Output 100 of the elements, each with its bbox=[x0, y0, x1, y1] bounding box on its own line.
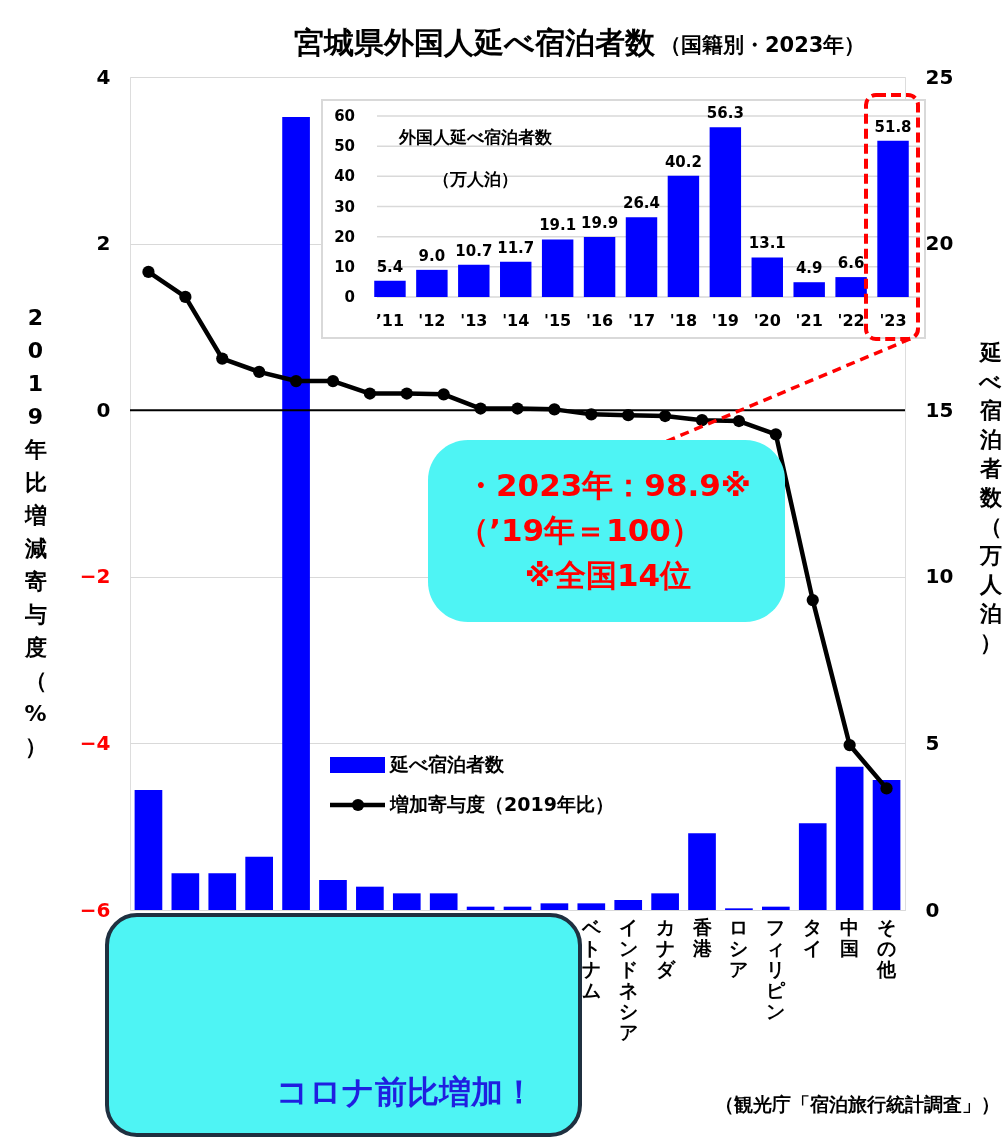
data-label: 11.7 bbox=[497, 238, 535, 257]
x-tick-label: フィリピン bbox=[766, 915, 787, 1022]
legend-label: 延べ宿泊者数 bbox=[388, 753, 505, 775]
text: 延べ宿泊者数（万人泊） bbox=[979, 339, 1002, 655]
bar bbox=[374, 280, 406, 297]
bar bbox=[835, 766, 864, 910]
x-tick-label: '15 bbox=[544, 311, 572, 330]
point bbox=[363, 387, 376, 400]
y-tick-label: 40 bbox=[334, 167, 355, 186]
bar bbox=[416, 269, 448, 297]
x-tick-label: タイ bbox=[803, 915, 823, 959]
chart-title: 宮城県外国人延べ宿泊者数 bbox=[294, 25, 656, 60]
x-tick-label: '17 bbox=[627, 311, 656, 330]
data-label: 5.4 bbox=[376, 257, 404, 276]
bar bbox=[877, 140, 909, 297]
point bbox=[585, 408, 598, 421]
bar bbox=[651, 893, 679, 910]
point bbox=[474, 402, 487, 415]
data-label: 40.2 bbox=[664, 152, 702, 171]
y2-tick-label: 15 bbox=[925, 397, 954, 422]
point bbox=[622, 409, 635, 422]
x-tick-label: '12 bbox=[418, 311, 446, 330]
text: 外国人延べ宿泊者数 bbox=[397, 127, 553, 147]
data-label: 26.4 bbox=[622, 194, 661, 213]
data-label: 56.3 bbox=[706, 104, 744, 123]
bar bbox=[458, 264, 490, 297]
bar bbox=[798, 823, 827, 910]
data-label: 19.9 bbox=[581, 213, 619, 232]
x-tick-label: インドネシア bbox=[618, 915, 638, 1043]
bar bbox=[688, 833, 716, 910]
y-tick-label: 0 bbox=[96, 397, 111, 422]
point bbox=[548, 403, 561, 416]
point bbox=[880, 782, 893, 795]
point bbox=[289, 374, 303, 388]
y2-tick-label: 10 bbox=[925, 564, 954, 589]
data-label: 6.6 bbox=[837, 254, 865, 273]
y2-tick-label: 20 bbox=[925, 231, 954, 256]
x-tick-label: ベトナム bbox=[580, 915, 602, 1001]
y-tick-label: 50 bbox=[334, 137, 355, 156]
point bbox=[695, 414, 709, 427]
x-tick-label: '14 bbox=[502, 311, 530, 330]
x-tick-label: '20 bbox=[753, 311, 781, 330]
y-tick-label: 4 bbox=[96, 64, 111, 89]
bar bbox=[540, 903, 569, 910]
x-tick-label: その他 bbox=[876, 915, 898, 980]
y-tick-label: −6 bbox=[79, 897, 111, 922]
bar bbox=[761, 906, 790, 910]
text: 2019年比増減寄与度（%） bbox=[24, 304, 47, 759]
bar bbox=[541, 239, 574, 297]
text: （万人泊） bbox=[432, 169, 518, 189]
y-tick-label: −4 bbox=[79, 730, 111, 755]
point bbox=[253, 365, 266, 378]
y-tick-label: 10 bbox=[334, 257, 355, 276]
x-tick-label: ’11 bbox=[375, 311, 405, 330]
bar bbox=[356, 886, 384, 910]
bar bbox=[709, 127, 742, 297]
y2-tick-label: 25 bbox=[925, 64, 954, 89]
bar bbox=[429, 893, 458, 910]
point bbox=[179, 290, 192, 304]
bar bbox=[625, 217, 658, 297]
bar bbox=[392, 893, 421, 910]
x-tick-label: '23 bbox=[879, 311, 907, 330]
bar bbox=[751, 257, 783, 297]
legend-label: 増加寄与度（2019年比） bbox=[389, 793, 614, 815]
x-tick-label: 中国 bbox=[840, 915, 860, 959]
x-tick-label: '22 bbox=[837, 311, 865, 330]
point bbox=[769, 428, 782, 441]
bar bbox=[793, 282, 825, 297]
annotation: （’19年＝100） bbox=[458, 512, 702, 548]
data-label: 13.1 bbox=[748, 234, 786, 253]
bar bbox=[583, 236, 616, 297]
point bbox=[216, 352, 229, 365]
bar bbox=[319, 880, 347, 910]
bar bbox=[208, 873, 237, 910]
y-tick-label: 0 bbox=[344, 288, 355, 306]
x-tick-label: '21 bbox=[795, 311, 823, 330]
text: （観光庁「宿泊旅行統計調査」） bbox=[715, 1093, 1000, 1115]
data-label: 10.7 bbox=[455, 241, 493, 260]
bar bbox=[614, 900, 643, 910]
data-label: 9.0 bbox=[418, 246, 446, 265]
data-label: 4.9 bbox=[795, 259, 823, 278]
x-tick-label: '16 bbox=[585, 311, 614, 330]
y2-tick-label: 5 bbox=[925, 730, 940, 755]
bar bbox=[500, 261, 532, 297]
y-tick-label: −2 bbox=[79, 564, 111, 589]
y-tick-label: 20 bbox=[334, 227, 355, 246]
y-tick-label: 30 bbox=[334, 197, 355, 216]
point bbox=[843, 738, 856, 752]
bar bbox=[282, 116, 310, 910]
x-tick-label: ロシア bbox=[729, 915, 749, 980]
x-tick-label: '18 bbox=[669, 311, 698, 330]
chart-subtitle: （国籍別・2023年） bbox=[660, 33, 866, 57]
x-tick-label: 香港 bbox=[691, 915, 713, 959]
bar bbox=[134, 790, 163, 910]
point bbox=[659, 409, 672, 423]
point bbox=[437, 388, 450, 401]
bar bbox=[171, 873, 200, 910]
y2-tick-label: 0 bbox=[925, 897, 940, 922]
point bbox=[732, 414, 746, 428]
x-tick-label: '13 bbox=[460, 311, 488, 330]
